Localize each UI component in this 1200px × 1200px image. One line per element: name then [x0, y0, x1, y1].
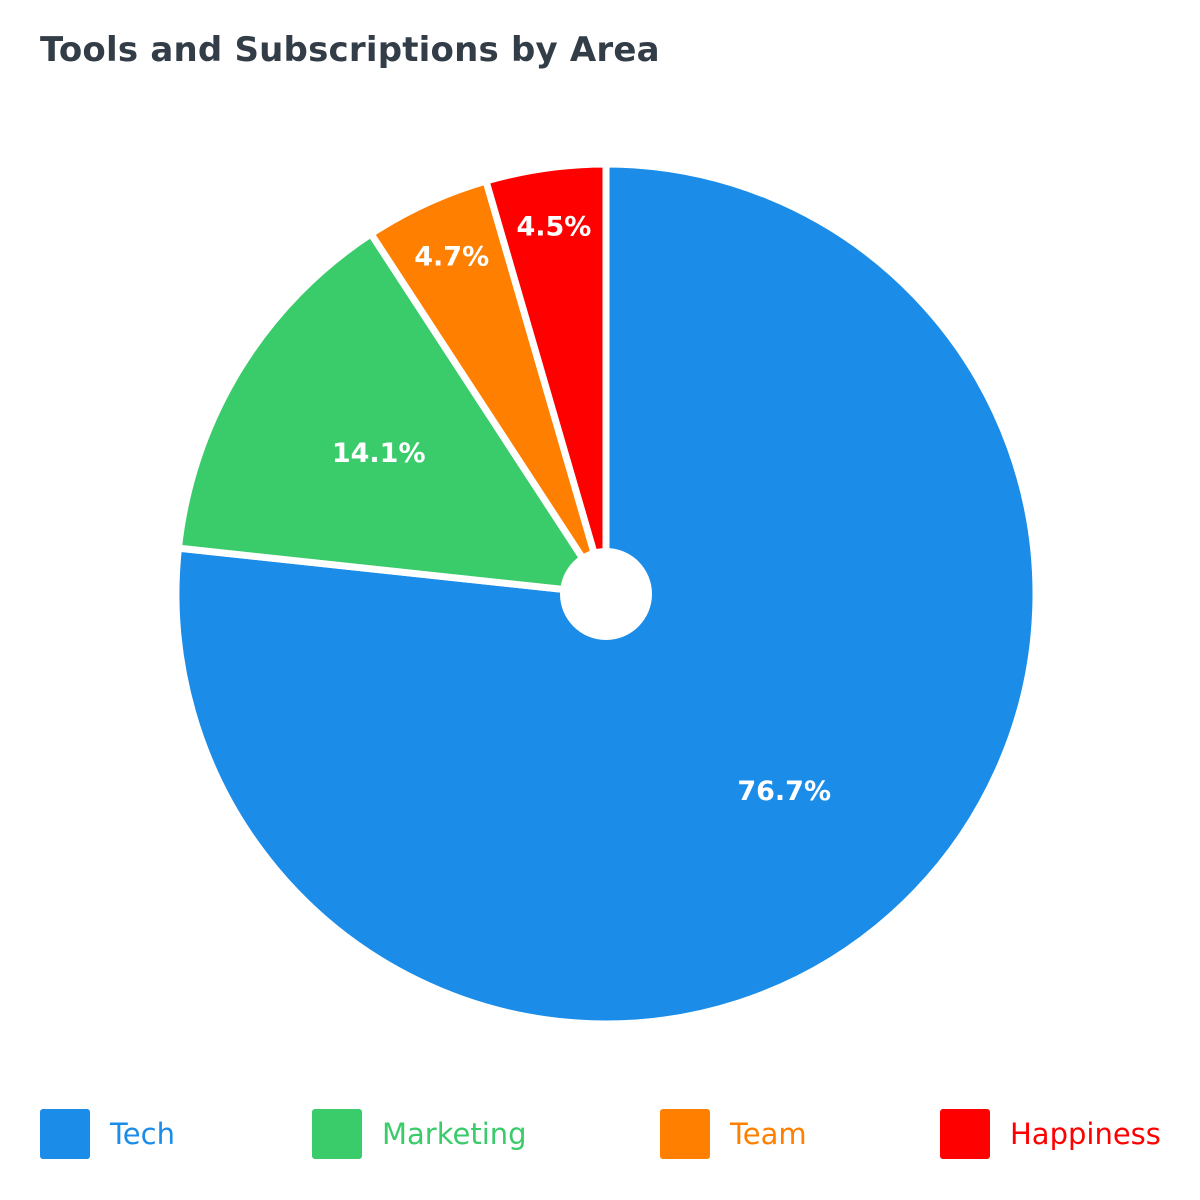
- slice-label-team: 4.7%: [414, 241, 489, 272]
- legend-item-team[interactable]: Team: [660, 1108, 807, 1160]
- slice-label-happiness: 4.5%: [516, 211, 591, 242]
- legend-swatch-marketing: [312, 1109, 362, 1159]
- legend-label-marketing: Marketing: [382, 1117, 527, 1151]
- legend: Tech Marketing Team Happiness: [40, 1108, 1161, 1160]
- legend-item-tech[interactable]: Tech: [40, 1108, 175, 1160]
- legend-swatch-team: [660, 1109, 710, 1159]
- legend-label-tech: Tech: [110, 1117, 175, 1151]
- legend-item-happiness[interactable]: Happiness: [940, 1108, 1161, 1160]
- pie-slice-happiness[interactable]: [481, 160, 610, 595]
- legend-swatch-tech: [40, 1109, 90, 1159]
- legend-item-marketing[interactable]: Marketing: [312, 1108, 527, 1160]
- slice-label-marketing: 14.1%: [332, 438, 426, 469]
- chart-title: Tools and Subscriptions by Area: [40, 30, 660, 70]
- legend-label-happiness: Happiness: [1010, 1117, 1161, 1151]
- pie-center-hole: [560, 548, 652, 640]
- legend-swatch-happiness: [940, 1109, 990, 1159]
- pie-slice-marketing[interactable]: [174, 229, 613, 599]
- legend-label-team: Team: [730, 1117, 807, 1151]
- slice-label-tech: 76.7%: [737, 776, 831, 807]
